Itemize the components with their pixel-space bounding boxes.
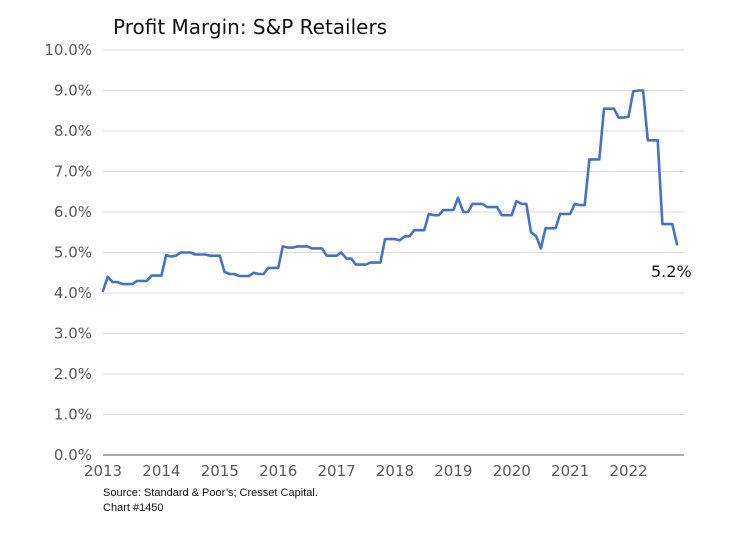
y-tick-label: 5.0% bbox=[54, 244, 92, 262]
x-tick-label: 2013 bbox=[84, 462, 122, 480]
series-line bbox=[101, 89, 679, 293]
x-tick-label: 2015 bbox=[201, 462, 239, 480]
y-axis-ticks: 0.0% 1.0% 2.0% 3.0% 4.0% 5.0% 6.0% 7.0% 8.0% 9.0%… bbox=[44, 41, 92, 464]
x-tick-label: 2020 bbox=[493, 462, 531, 480]
y-tick-label: 1.0% bbox=[54, 406, 92, 424]
source-note: Source: Standard & Poor’s; Cresset Capit… bbox=[103, 487, 318, 499]
x-tick-label: 2019 bbox=[434, 462, 472, 480]
x-tick-label: 2017 bbox=[317, 462, 355, 480]
y-tick-label: 6.0% bbox=[54, 203, 92, 221]
y-tick-label: 2.0% bbox=[54, 365, 92, 383]
y-tick-label: 8.0% bbox=[54, 122, 92, 140]
chart-id-note: Chart #1450 bbox=[103, 502, 164, 514]
y-tick-label: 9.0% bbox=[54, 82, 92, 100]
x-tick-label: 2014 bbox=[142, 462, 180, 480]
chart-title: Profit Margin: S&P Retailers bbox=[113, 15, 387, 39]
y-tick-label: 10.0% bbox=[44, 41, 92, 59]
x-tick-label: 2016 bbox=[259, 462, 297, 480]
x-tick-label: 2021 bbox=[551, 462, 589, 480]
x-tick-label: 2018 bbox=[376, 462, 414, 480]
end-value-label: 5.2% bbox=[651, 262, 692, 281]
y-tick-label: 7.0% bbox=[54, 163, 92, 181]
gridlines bbox=[103, 49, 684, 415]
x-tick-label: 2022 bbox=[609, 462, 647, 480]
y-tick-label: 3.0% bbox=[54, 325, 92, 343]
y-tick-label: 4.0% bbox=[54, 284, 92, 302]
y-tick-label: 0.0% bbox=[54, 446, 92, 464]
series-layer bbox=[101, 89, 679, 293]
x-axis-ticks: 2013 2014 2015 2016 2017 2018 2019 2020 2021 2022 bbox=[84, 462, 648, 480]
